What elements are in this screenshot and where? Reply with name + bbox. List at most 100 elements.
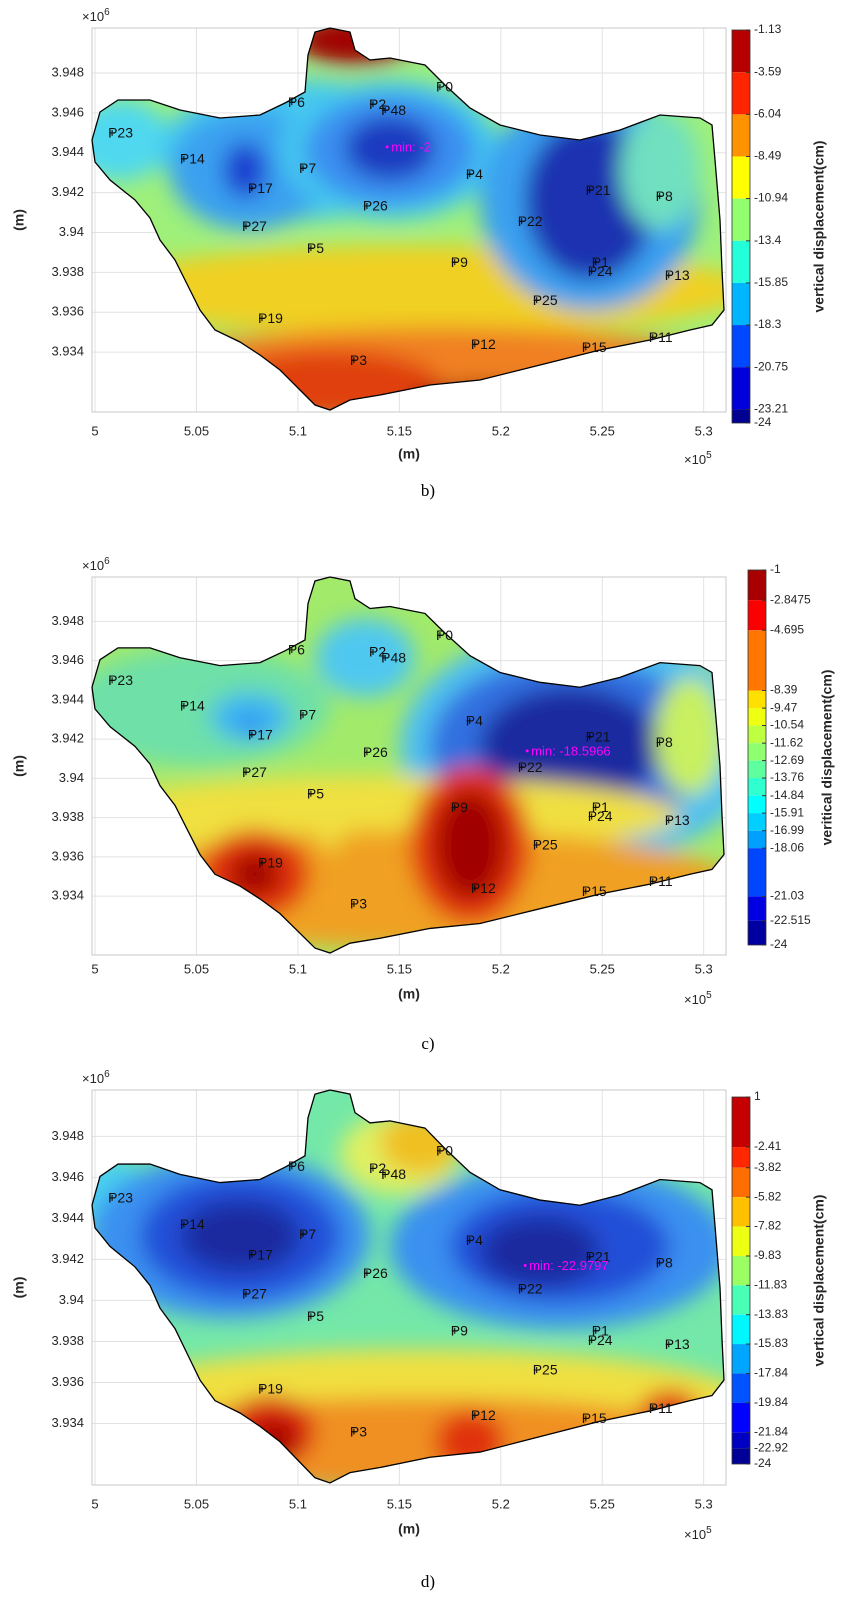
caption: b) — [421, 481, 435, 500]
colorbar-band — [732, 1402, 750, 1433]
colorbar-band — [732, 1314, 750, 1345]
station-label: P12 — [471, 336, 496, 352]
axis-exponent: ×105 — [684, 1525, 712, 1543]
station-marker — [451, 804, 458, 811]
station-marker — [518, 764, 525, 771]
station-marker — [180, 1221, 187, 1228]
y-tick-label: 3.942 — [51, 184, 84, 199]
colorbar-band — [748, 778, 766, 796]
panel: 5 5.05 5.1 5.15 5.2 5.25 5.3 3.934 3.936 3.938 3.9… — [11, 7, 827, 500]
colorbar-band — [748, 813, 766, 831]
station-label: P22 — [518, 1280, 543, 1296]
exponent-base: ×10 — [684, 452, 706, 467]
station-marker — [242, 1290, 249, 1297]
colorbar-tick-label: -10.54 — [770, 718, 804, 732]
colorbar-tick-label: -11.62 — [770, 735, 803, 749]
station-marker — [582, 1415, 589, 1422]
station-marker — [582, 888, 589, 895]
station-label: P12 — [471, 1407, 496, 1423]
station-label: P48 — [381, 650, 406, 666]
axis-exponent: ×106 — [82, 556, 110, 574]
station-marker — [656, 739, 663, 746]
x-tick-label: 5.2 — [492, 423, 510, 438]
colorbar-band — [748, 630, 766, 691]
x-tick-label: 5.15 — [387, 1496, 412, 1511]
station-marker — [586, 1253, 593, 1260]
colorbar-band — [732, 1197, 750, 1227]
station-label: P27 — [242, 1286, 267, 1302]
colorbar-tick-label: -22.515 — [770, 913, 811, 927]
colorbar-band — [732, 30, 750, 73]
contour-zone — [223, 142, 267, 198]
station-label: P1 — [592, 254, 609, 270]
y-tick-label: 3.936 — [51, 848, 84, 863]
colorbar-tick-label: -16.99 — [770, 823, 804, 837]
colorbar-tick-label: -9.83 — [754, 1248, 782, 1262]
y-tick-label: 3.946 — [51, 104, 84, 119]
station-label: P8 — [656, 1255, 673, 1271]
contour-zone — [480, 1215, 600, 1288]
station-marker — [363, 1270, 370, 1277]
station-label: P25 — [533, 837, 558, 853]
panel: 5 5.05 5.1 5.15 5.2 5.25 5.3 3.934 3.936 3.938 3.9… — [11, 556, 835, 1053]
y-axis-label: (m) — [11, 209, 27, 231]
colorbar-tick-label: 1 — [754, 1089, 761, 1103]
y-tick-label: 3.94 — [59, 224, 84, 239]
station-label: P2 — [369, 1160, 386, 1176]
station-marker — [369, 648, 376, 655]
station-label: P2 — [369, 96, 386, 112]
min-label: min: -18.5966 — [531, 743, 611, 758]
x-tick-label: 5.15 — [387, 961, 412, 976]
exponent-base: ×10 — [82, 9, 104, 24]
station-marker — [350, 357, 357, 364]
station-marker — [665, 272, 672, 279]
colorbar-frame — [731, 29, 751, 424]
station-marker — [588, 1337, 595, 1344]
x-tick-label: 5.25 — [590, 423, 615, 438]
colorbar-band — [748, 743, 766, 761]
colorbar-tick-label: -7.82 — [754, 1219, 782, 1233]
station-label: P26 — [363, 1265, 388, 1281]
y-tick-label: 3.944 — [51, 691, 84, 706]
colorbar-band — [732, 1448, 750, 1464]
colorbar-band — [732, 198, 750, 241]
x-tick-label: 5.1 — [289, 961, 307, 976]
station-marker — [382, 1171, 389, 1178]
colorbar-tick-label: -21.03 — [770, 889, 804, 903]
caption: d) — [421, 1572, 435, 1591]
station-marker — [451, 1327, 458, 1334]
station-marker — [436, 632, 443, 639]
y-tick-label: 3.944 — [51, 144, 84, 159]
station-label: P9 — [451, 799, 468, 815]
colorbar-band — [732, 156, 750, 199]
station-marker — [363, 749, 370, 756]
x-axis-label: (m) — [398, 1521, 420, 1537]
min-label: min: -2 — [391, 139, 431, 154]
station-label: P17 — [248, 180, 273, 196]
station-label: P4 — [466, 166, 483, 182]
station-marker — [299, 1231, 306, 1238]
station-marker — [649, 334, 656, 341]
y-tick-label: 3.938 — [51, 264, 84, 279]
station-marker — [259, 315, 266, 322]
colorbar-tick-label: -24 — [754, 1456, 772, 1470]
exponent-power: 5 — [706, 1525, 712, 1536]
exponent-power: 6 — [104, 556, 110, 567]
plot-frame — [91, 576, 727, 956]
y-tick-label: 3.938 — [51, 1333, 84, 1348]
station-marker — [109, 1194, 116, 1201]
station-label: P6 — [288, 642, 305, 658]
region-outline — [91, 576, 725, 954]
station-label: P9 — [451, 1322, 468, 1338]
colorbar-band — [732, 1285, 750, 1315]
station-label: P26 — [363, 198, 388, 214]
contour-zone — [180, 1200, 300, 1273]
station-label: P23 — [108, 672, 133, 688]
colorbar-tick-label: -11.83 — [754, 1278, 787, 1292]
colorbar-band — [732, 1432, 750, 1449]
station-label: P2 — [369, 644, 386, 660]
x-tick-label: 5 — [91, 1496, 98, 1511]
station-marker — [436, 84, 443, 91]
contour-zone — [236, 713, 264, 736]
station-marker — [299, 711, 306, 718]
